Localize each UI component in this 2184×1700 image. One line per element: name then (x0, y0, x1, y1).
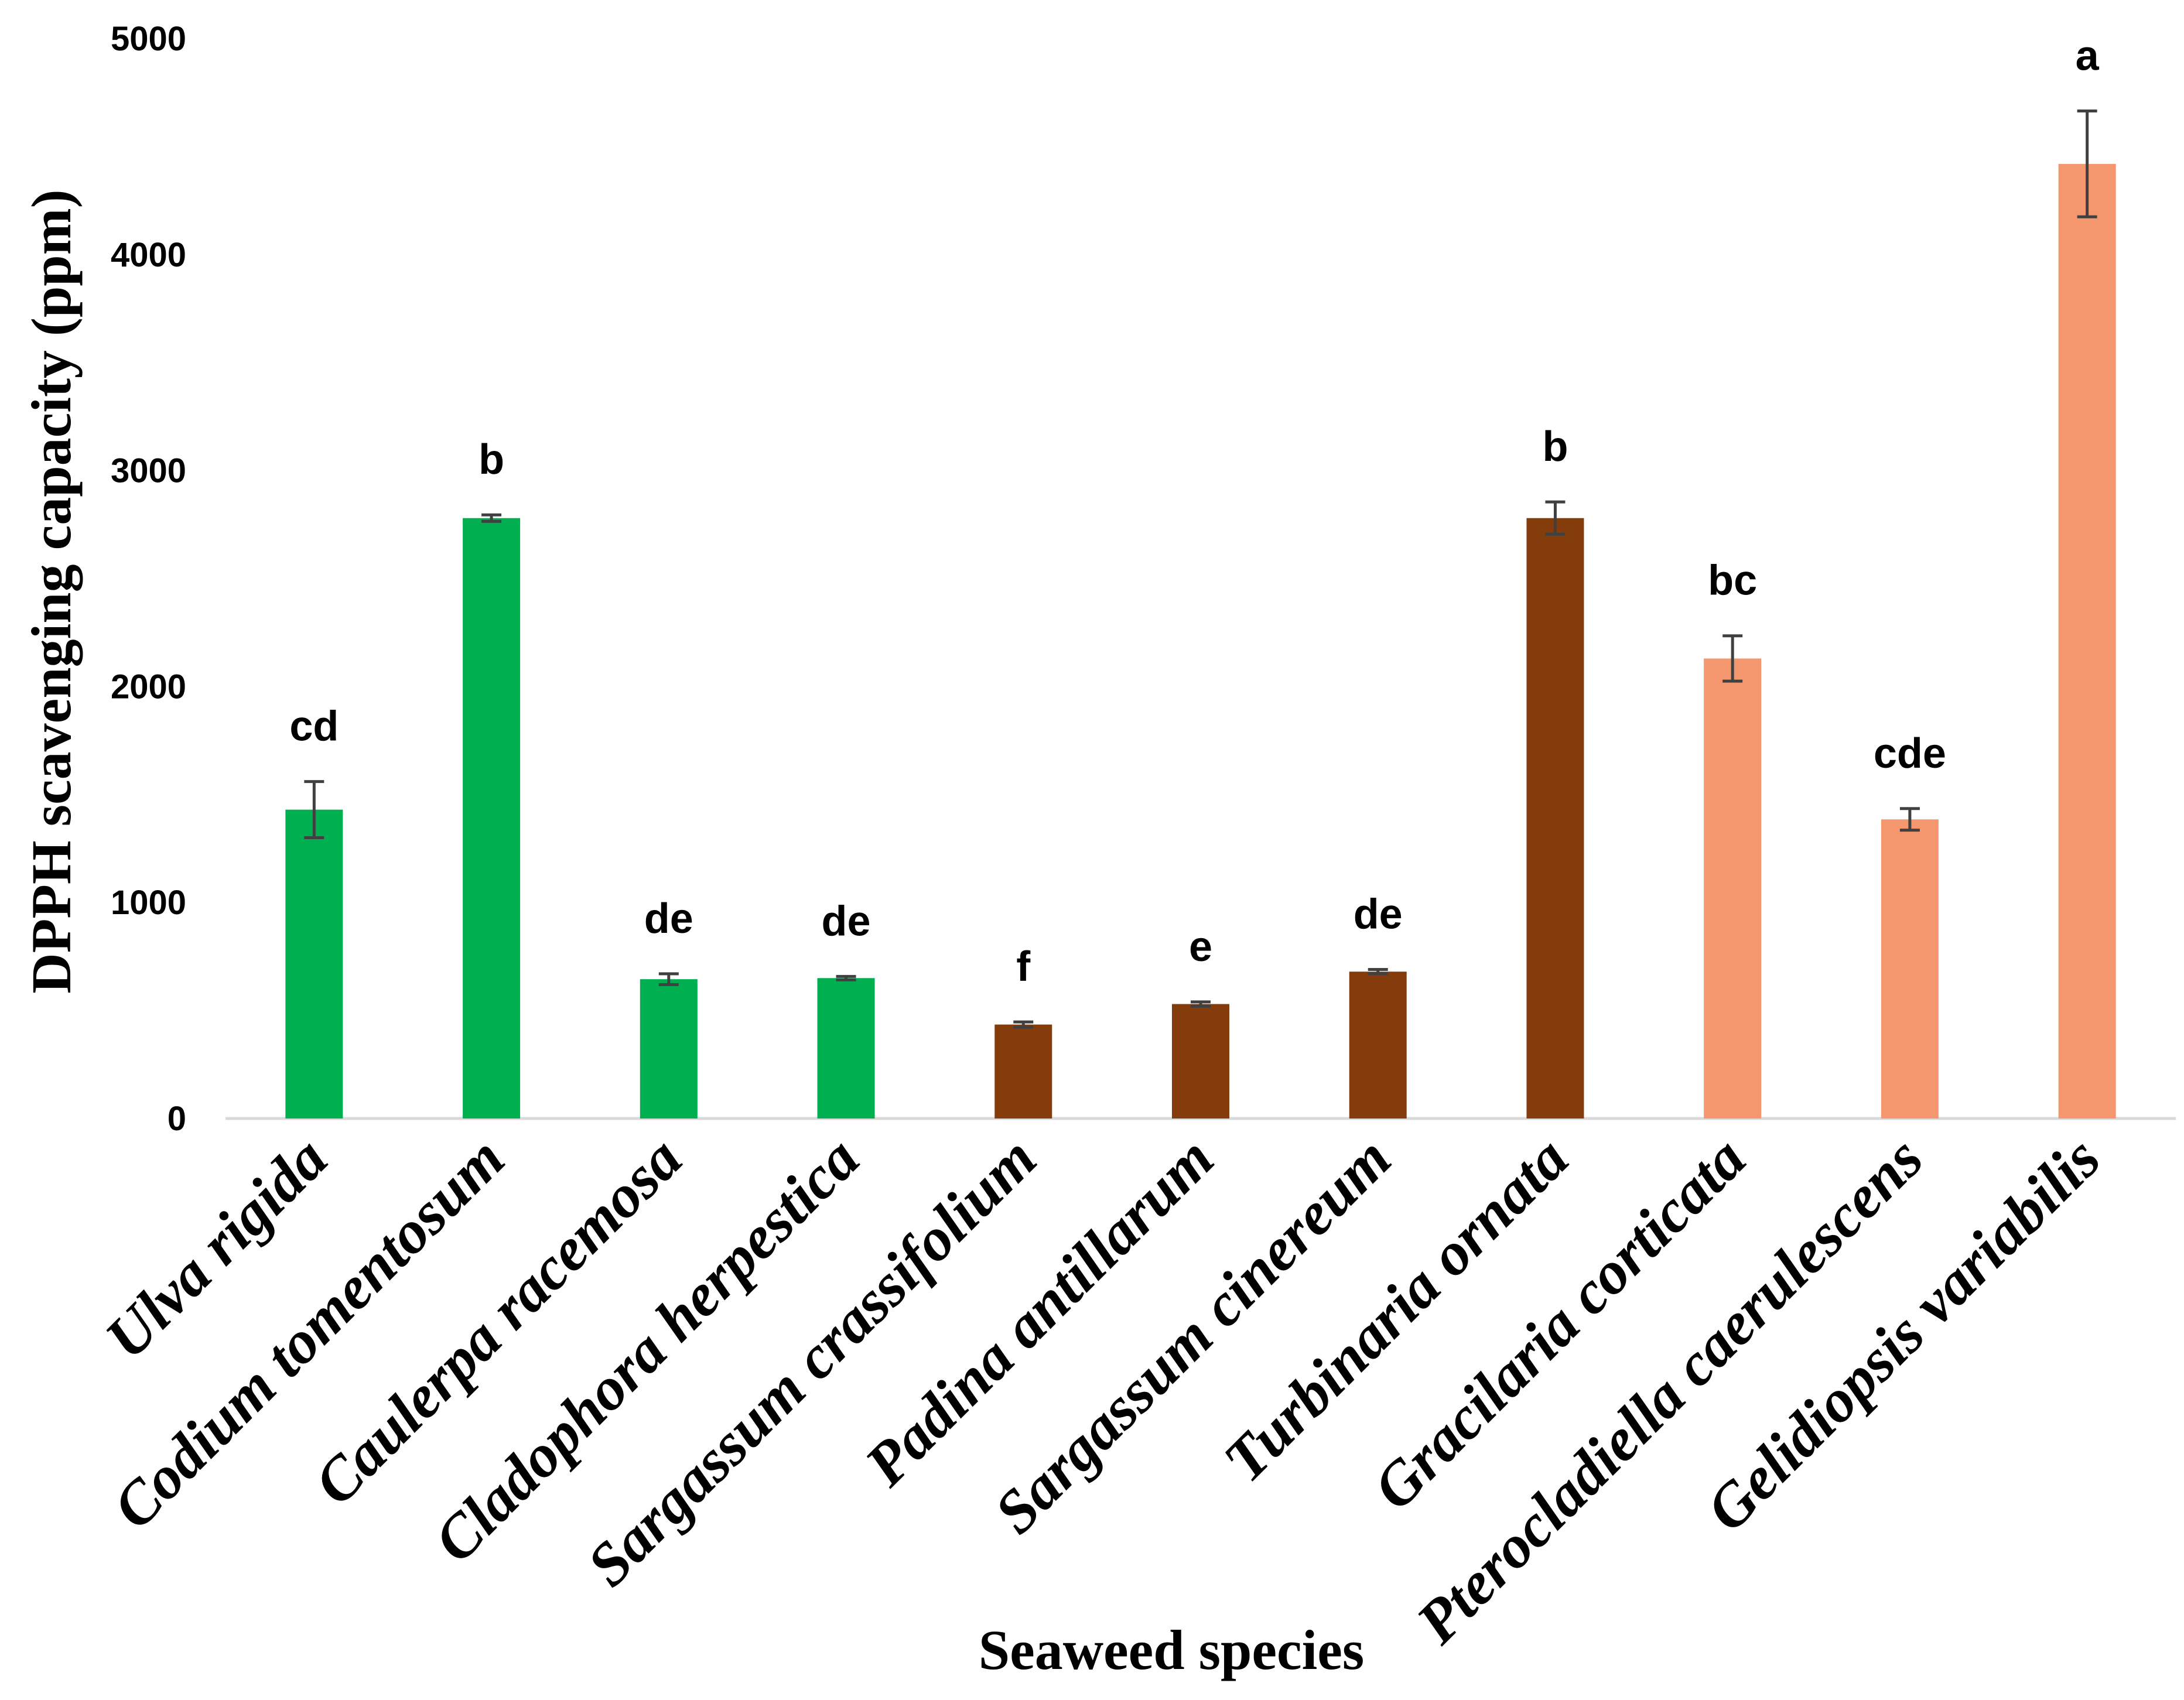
bar (463, 518, 521, 1118)
significance-letter: cde (1874, 730, 1946, 777)
significance-letter: f (1016, 943, 1031, 990)
y-axis-title: DPPH scavenging capacity (ppm) (20, 189, 83, 993)
y-tick-label: 5000 (111, 20, 186, 58)
y-tick-label: 2000 (111, 668, 186, 706)
y-tick-label: 0 (168, 1100, 186, 1138)
bar (285, 809, 343, 1118)
significance-letter: a (2076, 33, 2100, 80)
significance-letter: b (479, 436, 504, 483)
bar (640, 979, 698, 1118)
significance-letter: de (644, 895, 693, 942)
significance-letter: b (1542, 423, 1568, 470)
y-tick-label: 1000 (111, 884, 186, 922)
significance-letter: e (1189, 923, 1212, 970)
bar (1172, 1004, 1229, 1118)
bar (2058, 163, 2116, 1118)
y-tick-label: 3000 (111, 452, 186, 490)
significance-letter: cd (289, 703, 339, 750)
y-tick-label: 4000 (111, 236, 186, 274)
significance-letter: bc (1708, 557, 1757, 604)
bar (1881, 819, 1939, 1118)
significance-letter: de (1354, 891, 1403, 938)
bar (1349, 972, 1407, 1118)
significance-letter: de (822, 898, 871, 945)
bar (1704, 658, 1762, 1118)
bar (994, 1024, 1052, 1118)
x-axis-title: Seaweed species (979, 1619, 1365, 1681)
bar (817, 978, 875, 1118)
bar (1526, 518, 1584, 1118)
